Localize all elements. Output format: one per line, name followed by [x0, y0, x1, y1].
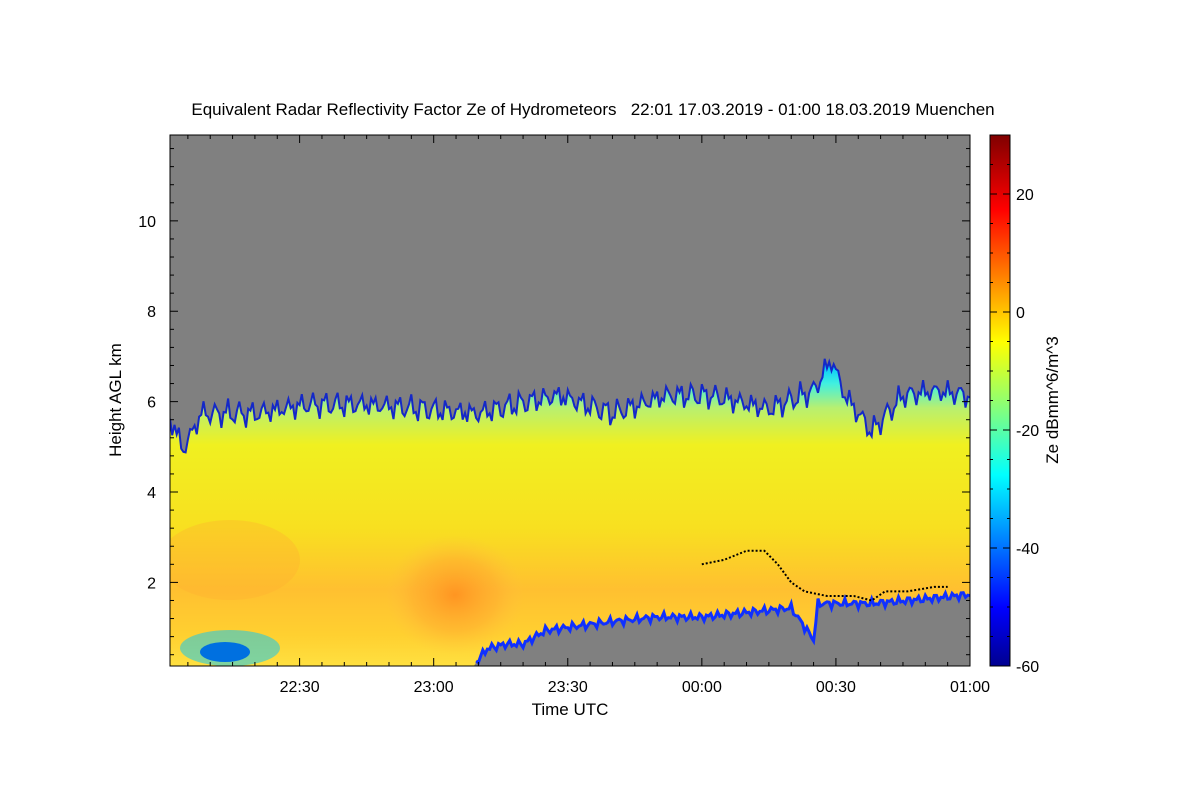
- x-tick-label: 00:00: [682, 679, 722, 696]
- colorbar-tick-label: 20: [1016, 187, 1034, 204]
- y-axis: 2 4 6 8 10: [138, 148, 970, 656]
- colorbar-tick-label: 0: [1016, 305, 1025, 322]
- x-tick-label: 23:00: [414, 679, 454, 696]
- echo-region: [170, 358, 970, 666]
- x-axis-label: Time UTC: [532, 700, 609, 719]
- precip-core-lower-left: [170, 520, 300, 600]
- x-tick-label: 22:30: [280, 679, 320, 696]
- low-reflectivity-halo: [180, 630, 280, 666]
- chart-title: Equivalent Radar Reflectivity Factor Ze …: [191, 100, 994, 119]
- colorbar-ticks: -60 -40 -20 0 20: [990, 134, 1039, 676]
- echo-top-edge: [170, 358, 970, 454]
- colorbar-tick-label: -60: [1016, 659, 1039, 676]
- echo-base-edge: [475, 589, 970, 665]
- x-tick-label: 00:30: [816, 679, 856, 696]
- x-axis: 22:30 23:00 23:30 00:00 00:30 01:00: [187, 135, 990, 696]
- y-tick-label: 2: [147, 575, 156, 592]
- melting-layer-line: [701, 549, 948, 602]
- colorbar: -60 -40 -20 0 20 Ze dBmm^6/m^3: [989, 134, 1062, 676]
- precip-core: [385, 535, 525, 655]
- y-tick-label: 6: [147, 395, 156, 412]
- x-tick-label: 01:00: [950, 679, 990, 696]
- y-axis-label: Height AGL km: [106, 343, 125, 457]
- plot-area: [169, 134, 971, 667]
- x-tick-label: 23:30: [548, 679, 588, 696]
- y-tick-label: 8: [147, 304, 156, 321]
- colorbar-label: Ze dBmm^6/m^3: [1043, 336, 1062, 463]
- y-tick-label: 4: [147, 485, 156, 502]
- y-tick-label: 10: [138, 214, 156, 231]
- colorbar-tick-label: -40: [1016, 541, 1039, 558]
- plot-frame: [169, 134, 971, 667]
- colorbar-tick-label: -20: [1016, 423, 1039, 440]
